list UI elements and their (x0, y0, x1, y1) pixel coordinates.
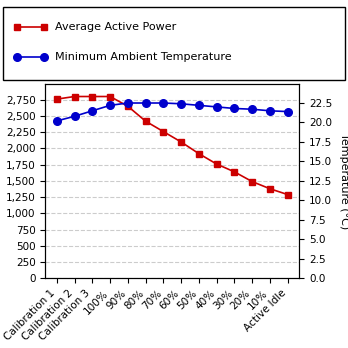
Minimum Ambient Temperature (161, 101, 165, 105)
Average Active Power (215, 162, 219, 166)
FancyBboxPatch shape (3, 7, 345, 80)
Minimum Ambient Temperature (286, 110, 290, 114)
Minimum Ambient Temperature (108, 103, 112, 108)
Text: Average Active Power: Average Active Power (55, 22, 176, 32)
Minimum Ambient Temperature (143, 101, 148, 105)
Line: Minimum Ambient Temperature: Minimum Ambient Temperature (53, 99, 292, 125)
Average Active Power (72, 94, 77, 98)
Average Active Power (286, 192, 290, 197)
Minimum Ambient Temperature (72, 114, 77, 118)
Average Active Power (197, 152, 201, 156)
Minimum Ambient Temperature (179, 102, 183, 106)
Line: Average Active Power: Average Active Power (54, 94, 291, 197)
Minimum Ambient Temperature (268, 109, 272, 113)
Average Active Power (90, 94, 94, 98)
Minimum Ambient Temperature (215, 105, 219, 109)
Average Active Power (250, 180, 254, 184)
Minimum Ambient Temperature (126, 101, 130, 105)
Average Active Power (232, 170, 237, 174)
Text: Minimum Ambient Temperature: Minimum Ambient Temperature (55, 52, 231, 62)
Average Active Power (179, 140, 183, 144)
Minimum Ambient Temperature (55, 119, 59, 123)
Minimum Ambient Temperature (197, 103, 201, 108)
Average Active Power (108, 94, 112, 98)
Average Active Power (268, 187, 272, 191)
Average Active Power (126, 104, 130, 108)
Y-axis label: Temperature (°C): Temperature (°C) (339, 133, 348, 229)
Average Active Power (161, 129, 165, 134)
Average Active Power (55, 97, 59, 101)
Minimum Ambient Temperature (250, 107, 254, 111)
Average Active Power (143, 119, 148, 123)
Minimum Ambient Temperature (90, 109, 94, 113)
Minimum Ambient Temperature (232, 106, 237, 111)
